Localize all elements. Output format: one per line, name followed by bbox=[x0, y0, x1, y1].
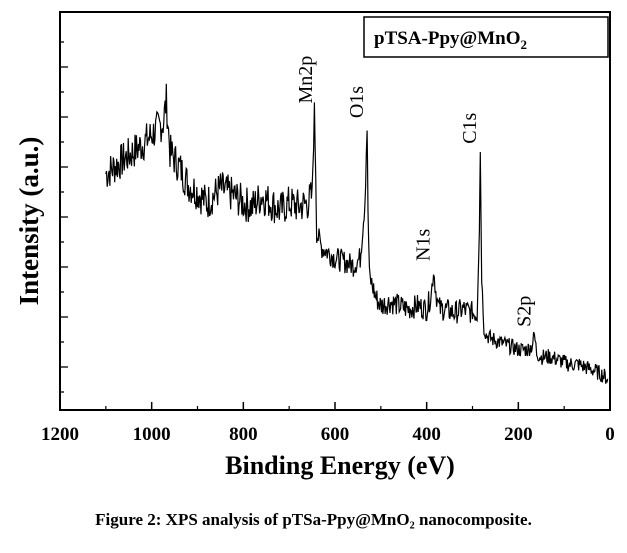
x-tick-label: 0 bbox=[605, 424, 615, 445]
x-tick-label: 400 bbox=[412, 424, 441, 445]
x-tick-label: 1000 bbox=[133, 424, 171, 445]
x-tick-label: 1200 bbox=[41, 424, 79, 445]
peak-label-c1s: C1s bbox=[459, 112, 481, 143]
legend-box: pTSA-Ppy@MnO2 bbox=[363, 16, 609, 58]
peak-label-s2p: S2p bbox=[513, 296, 535, 327]
peak-label-mn2p: Mn2p bbox=[295, 56, 317, 104]
x-tick-label: 800 bbox=[229, 424, 258, 445]
legend-label: pTSA-Ppy@MnO2 bbox=[374, 28, 527, 52]
peak-label-o1s: O1s bbox=[346, 86, 368, 118]
spectrum-line bbox=[105, 83, 609, 384]
legend-frame bbox=[363, 16, 609, 58]
x-axis-title: Binding Energy (eV) bbox=[225, 451, 455, 480]
x-tick-label: 600 bbox=[321, 424, 350, 445]
x-tick-label: 200 bbox=[504, 424, 533, 445]
y-axis-title: Intensity (a.u.) bbox=[14, 137, 44, 306]
plot-layer: 1200 1000 800 600 400 200 0 Mn2p O1s N1s C1s S2p pTS… bbox=[14, 11, 615, 480]
figure-caption: Figure 2: XPS analysis of pTSa-Ppy@MnO₂ … bbox=[95, 510, 532, 529]
peak-label-n1s: N1s bbox=[413, 229, 435, 261]
